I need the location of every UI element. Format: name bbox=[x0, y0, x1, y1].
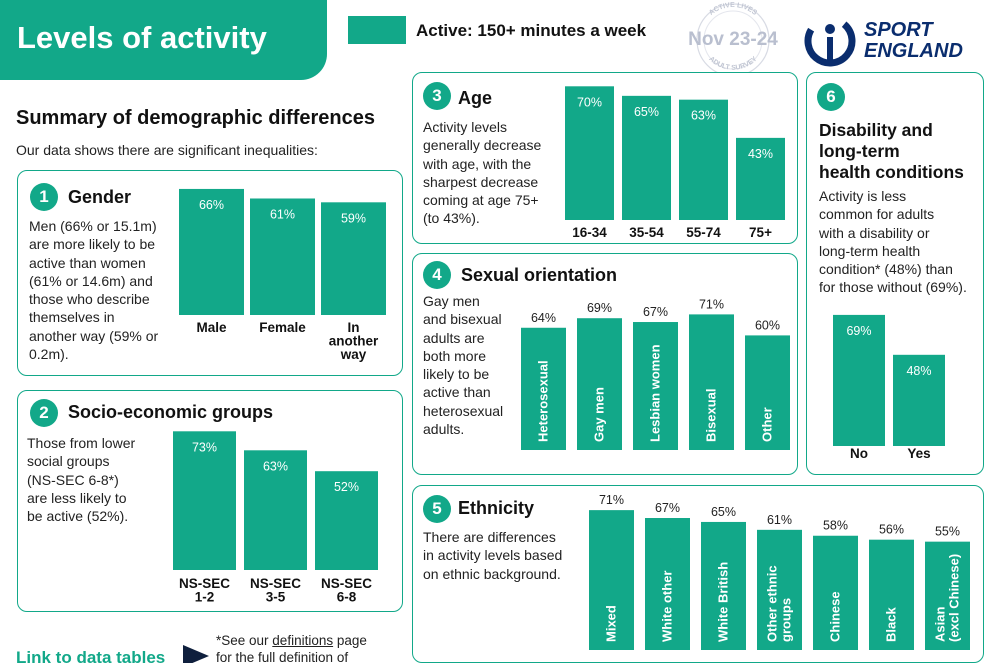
panel-title: Disability and long-term health conditions bbox=[819, 120, 964, 183]
desc-line: Activity is less bbox=[819, 188, 907, 204]
footnote-line2: for the full definition of bbox=[216, 650, 349, 663]
desc-line: active than women bbox=[29, 254, 146, 271]
title-line: health conditions bbox=[819, 162, 964, 182]
seal-arc-top: ACTIVE LIVES bbox=[708, 2, 758, 17]
seal-arc-bottom: ADULT SURVEY bbox=[707, 55, 758, 71]
desc-line: are less likely to bbox=[27, 489, 127, 506]
legend-label: Active: 150+ minutes a week bbox=[416, 21, 647, 40]
desc-line: on ethnic background. bbox=[423, 565, 561, 582]
panel-title: Socio-economic groups bbox=[68, 402, 274, 422]
logo-line1: SPORT bbox=[864, 19, 933, 41]
title-line: Disability and bbox=[819, 120, 933, 140]
survey-seal: ACTIVE LIVES ADULT SURVEY Nov 23-24 bbox=[688, 2, 778, 77]
desc-line: condition* (48%) than bbox=[819, 261, 953, 278]
desc-line: (NS-SEC 6-8*) bbox=[27, 471, 119, 488]
panel-age: 3 Age Activity levels generally decrease w… bbox=[412, 72, 798, 244]
panel-number: 5 bbox=[423, 495, 451, 523]
panel-number: 1 bbox=[30, 183, 58, 211]
footnote-prefix: *See our bbox=[216, 633, 273, 648]
logo-line2: ENGLAND bbox=[864, 40, 963, 62]
footnote: *See our definitions page for the full d… bbox=[216, 632, 396, 663]
desc-line: Activity levels bbox=[423, 119, 508, 135]
desc-line: adults are bbox=[423, 329, 485, 346]
desc-line: long-term health bbox=[819, 242, 921, 259]
desc-line: and bisexual bbox=[423, 311, 502, 328]
svg-text:ACTIVE LIVES: ACTIVE LIVES bbox=[708, 2, 758, 17]
panel-disability: 6 Disability and long-term health conditio… bbox=[806, 72, 984, 475]
desc-line: with age, with the bbox=[423, 155, 532, 172]
panel-description: Gay men and bisexual adults are both more li… bbox=[423, 292, 503, 438]
legend-swatch bbox=[348, 16, 406, 44]
panel-number: 4 bbox=[423, 261, 451, 289]
desc-line: be active (52%). bbox=[27, 508, 129, 525]
panel-description: Activity levels generally decrease with ag… bbox=[423, 118, 541, 228]
desc-line: both more bbox=[423, 347, 487, 364]
panel-title: Age bbox=[458, 88, 493, 108]
page-title: Levels of activity bbox=[0, 0, 327, 80]
panel-socio-economic: 2 Socio-economic groups Those from lower… bbox=[17, 390, 403, 612]
panel-ethnicity: 5 Ethnicity There are differences in acti… bbox=[412, 485, 984, 663]
panel-title: Sexual orientation bbox=[461, 265, 618, 285]
panel-description: Men (66% or 15.1m) are more likely to be a… bbox=[29, 217, 158, 363]
data-tables-link[interactable]: Link to data tables bbox=[16, 648, 166, 663]
panel-number: 6 bbox=[817, 83, 845, 111]
footnote-suffix: page bbox=[333, 633, 367, 648]
summary-subtitle: Our data shows there are significant ine… bbox=[16, 142, 318, 158]
desc-line: Men (66% or 15.1m) bbox=[29, 218, 157, 234]
title-line: long-term bbox=[819, 141, 900, 161]
desc-line: Gay men bbox=[423, 293, 480, 309]
desc-line: (to 43%). bbox=[423, 210, 480, 227]
panel-number: 3 bbox=[423, 82, 451, 110]
desc-line: sharpest decrease bbox=[423, 173, 539, 190]
seal-date: Nov 23-24 bbox=[688, 29, 778, 50]
desc-line: Those from lower bbox=[27, 435, 136, 451]
svg-text:ADULT SURVEY: ADULT SURVEY bbox=[707, 55, 758, 71]
desc-line: for those without (69%). bbox=[819, 279, 967, 296]
desc-line: common for adults bbox=[819, 206, 935, 223]
sport-england-logo-icon bbox=[804, 15, 856, 67]
desc-line: heterosexual bbox=[423, 402, 504, 419]
panel-title: Gender bbox=[68, 187, 132, 207]
desc-line: another way (59% or bbox=[29, 327, 159, 344]
arrow-right-icon[interactable] bbox=[183, 645, 209, 663]
panel-title: Ethnicity bbox=[458, 498, 535, 518]
panel-sexual-orientation: 4 Sexual orientation Gay men and bisexual… bbox=[412, 253, 798, 475]
panel-number: 2 bbox=[30, 399, 58, 427]
summary-title: Summary of demographic differences bbox=[16, 107, 375, 129]
desc-line: generally decrease bbox=[423, 137, 542, 154]
panel-description: Activity is less common for adults with a … bbox=[819, 187, 967, 297]
desc-line: social groups bbox=[27, 453, 110, 470]
desc-line: those who describe bbox=[29, 291, 150, 308]
panel-gender: 1 Gender Men (66% or 15.1m) are more like… bbox=[17, 170, 403, 376]
desc-line: 0.2m). bbox=[29, 346, 69, 363]
desc-line: coming at age 75+ bbox=[423, 192, 539, 209]
desc-line: active than bbox=[423, 384, 491, 401]
panel-description: Those from lower social groups (NS-SEC 6-8… bbox=[27, 434, 135, 525]
definitions-link[interactable]: definitions bbox=[272, 633, 334, 648]
desc-line: with a disability or bbox=[819, 224, 930, 241]
desc-line: There are differences bbox=[423, 529, 556, 545]
sport-england-logo-text: SPORT ENGLAND bbox=[864, 20, 963, 62]
desc-line: adults. bbox=[423, 421, 465, 438]
desc-line: likely to be bbox=[423, 366, 490, 383]
panel-description: There are differences in activity levels … bbox=[423, 528, 562, 583]
desc-line: (61% or 14.6m) and bbox=[29, 272, 153, 289]
desc-line: themselves in bbox=[29, 309, 115, 326]
desc-line: are more likely to be bbox=[29, 236, 156, 253]
desc-line: in activity levels based bbox=[423, 547, 563, 564]
